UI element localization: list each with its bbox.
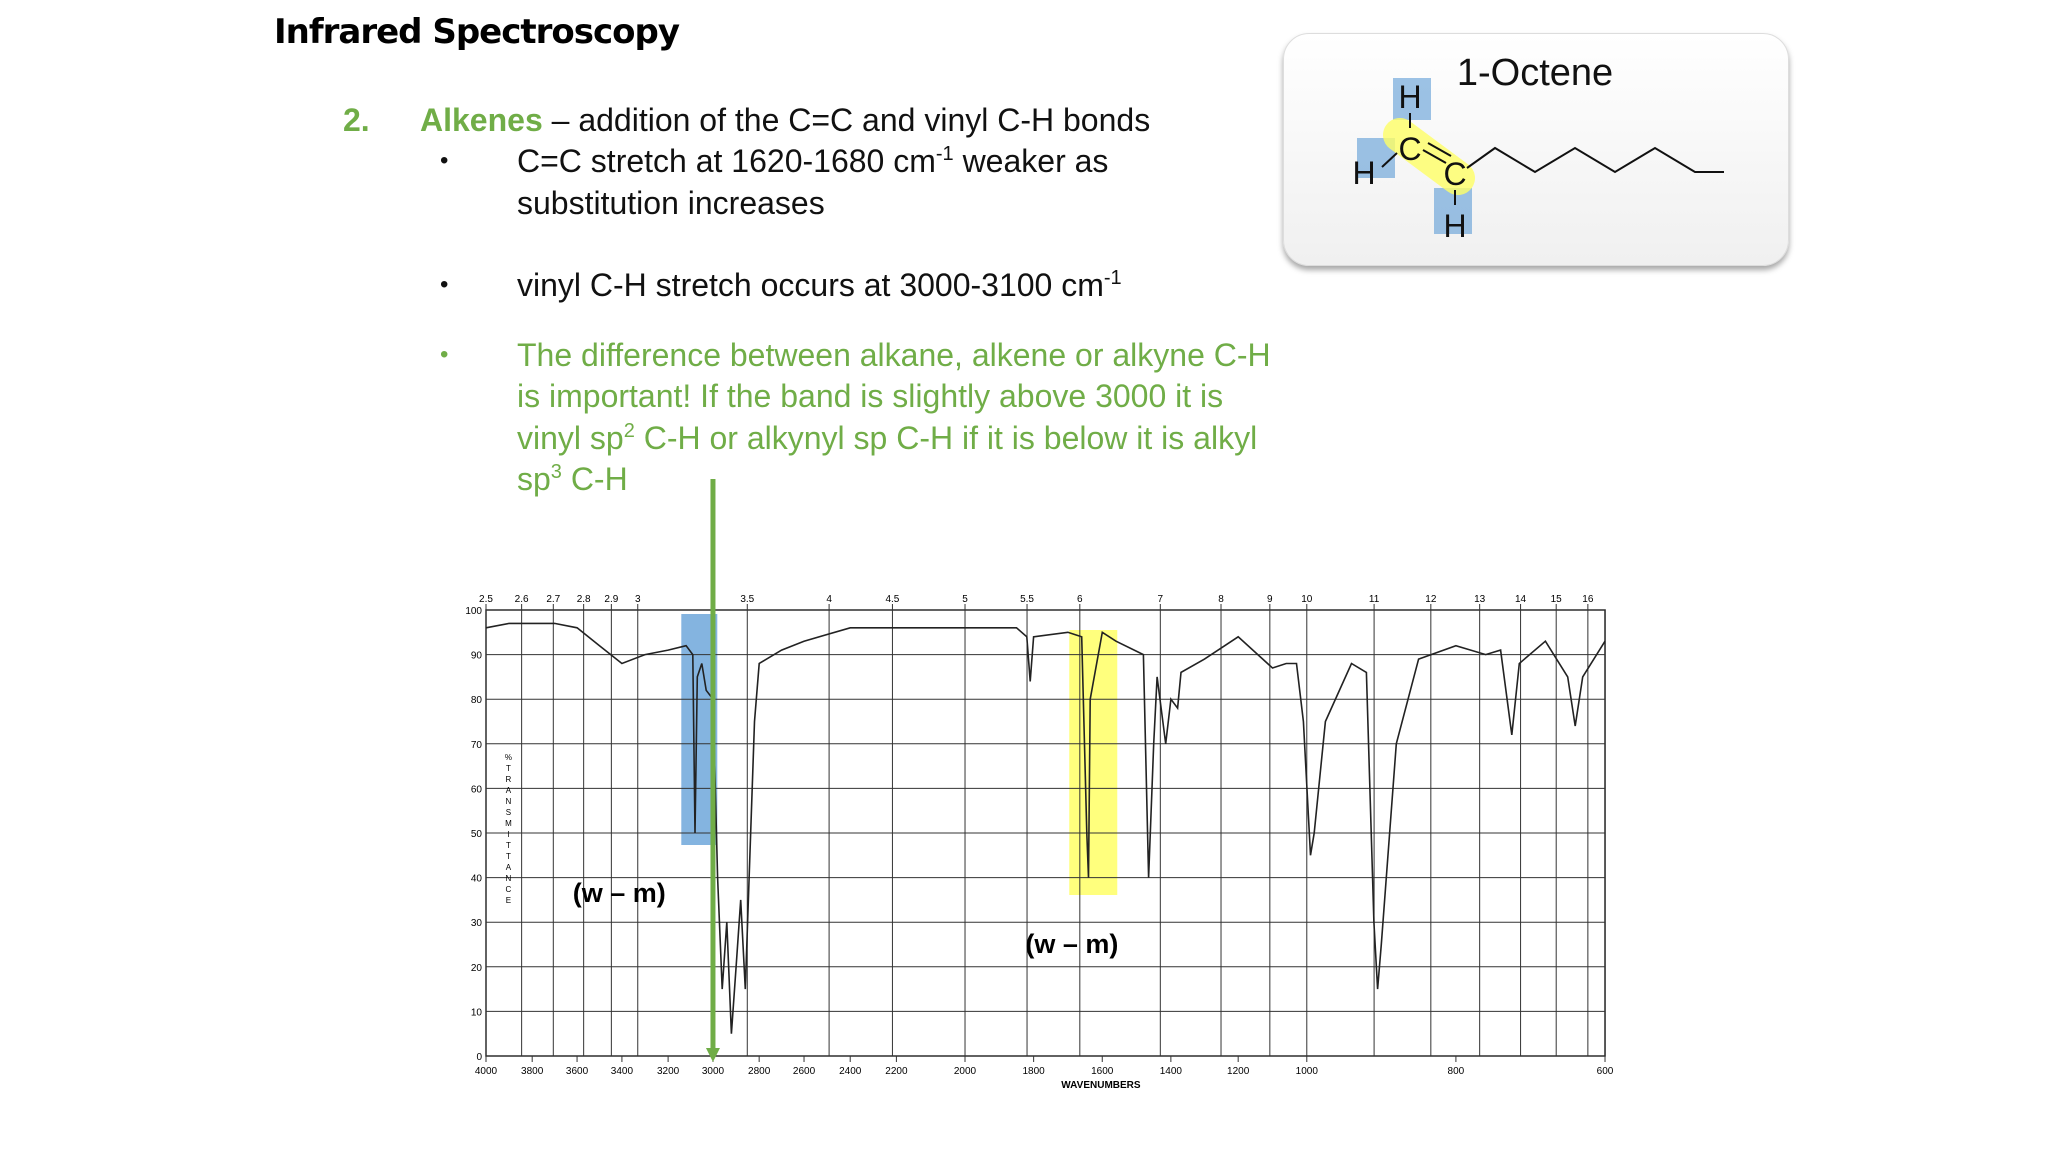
x-tick-label: 3400 — [611, 1066, 634, 1077]
section-heading-line: Alkenes – addition of the C=C and vinyl … — [420, 100, 1150, 140]
superscript: -1 — [935, 143, 954, 165]
bullet-line: substitution increases — [517, 183, 825, 223]
top-tick-label: 12 — [1425, 594, 1437, 605]
top-tick-label: 10 — [1301, 594, 1313, 605]
text: is important! If the band is slightly ab… — [517, 378, 1224, 414]
x-tick-label: 3800 — [521, 1066, 544, 1077]
x-tick-label: 2400 — [839, 1066, 862, 1077]
top-tick-label: 9 — [1267, 594, 1273, 605]
text: C-H or alkynyl sp C-H if it is below it … — [634, 420, 1258, 456]
y-tick-label: 60 — [471, 784, 483, 795]
x-tick-label: 2000 — [954, 1066, 977, 1077]
x-tick-label: 3200 — [657, 1066, 680, 1077]
x-tick-label: 2800 — [748, 1066, 771, 1077]
top-tick-label: 16 — [1582, 594, 1594, 605]
arrow-head — [705, 1048, 720, 1062]
bullet-line: sp3 C-H — [517, 459, 628, 499]
x-tick-label: 2200 — [885, 1066, 908, 1077]
top-tick-label: 11 — [1369, 594, 1380, 605]
y-tick-label: 20 — [471, 963, 483, 974]
superscript: 3 — [550, 461, 562, 483]
top-tick-label: 7 — [1158, 594, 1164, 605]
atom-label: C — [1443, 156, 1466, 192]
text: The difference between alkane, alkene or… — [517, 337, 1271, 373]
text: C-H — [561, 461, 628, 497]
x-tick-label: 1200 — [1227, 1066, 1250, 1077]
section-number: 2. — [343, 102, 370, 138]
text: vinyl sp — [517, 420, 624, 456]
text: weaker as — [953, 143, 1109, 179]
superscript: 2 — [623, 420, 635, 442]
x-tick-label: 3600 — [566, 1066, 589, 1077]
top-tick-label: 4.5 — [885, 594, 899, 605]
top-tick-label: 5 — [962, 594, 968, 605]
top-tick-label: 8 — [1218, 594, 1224, 605]
top-tick-label: 15 — [1551, 594, 1563, 605]
y-tick-label: 70 — [471, 740, 483, 751]
superscript: -1 — [1103, 267, 1122, 289]
bullet-marker: • — [440, 147, 449, 174]
y-tick-label: 0 — [476, 1052, 482, 1063]
bullet-line: vinyl C-H stretch occurs at 3000-3100 cm… — [517, 265, 1122, 305]
text: vinyl C-H stretch occurs at 3000-3100 cm — [517, 267, 1104, 303]
spectrum-line — [485, 622, 1606, 1034]
slide-title: Infrared Spectroscopy — [274, 12, 680, 52]
top-tick-label: 2.9 — [604, 594, 618, 605]
bullet-line: is important! If the band is slightly ab… — [517, 376, 1223, 416]
atom-label: C — [1398, 131, 1421, 167]
x-tick-label: 800 — [1448, 1066, 1465, 1077]
y-tick-label: 40 — [471, 874, 483, 885]
top-tick-label: 3 — [635, 594, 641, 605]
y-tick-label: 10 — [471, 1007, 483, 1018]
text: substitution increases — [517, 185, 825, 221]
bullet-marker: • — [440, 341, 449, 368]
x-tick-label: 1000 — [1296, 1066, 1319, 1077]
top-tick-label: 6 — [1077, 594, 1083, 605]
x-tick-label: 1800 — [1023, 1066, 1046, 1077]
top-tick-label: 3.5 — [740, 594, 754, 605]
top-tick-label: 2.7 — [546, 594, 560, 605]
section-heading: Alkenes — [420, 102, 543, 138]
atom-label: H — [1352, 155, 1375, 191]
y-tick-label: 90 — [471, 651, 483, 662]
x-tick-label: 1600 — [1091, 1066, 1114, 1077]
y-tick-label: 100 — [465, 606, 482, 617]
top-tick-label: 13 — [1474, 594, 1486, 605]
bullet-marker: • — [440, 271, 449, 298]
top-tick-label: 4 — [826, 594, 832, 605]
atom-label: H — [1443, 208, 1466, 244]
section-text: – addition of the C=C and vinyl C-H bond… — [542, 102, 1151, 138]
text: sp — [517, 461, 551, 497]
top-tick-label: 2.5 — [479, 594, 493, 605]
molecule-name: 1-Octene — [1457, 52, 1613, 94]
top-tick-label: 14 — [1515, 594, 1527, 605]
x-tick-label: 600 — [1597, 1066, 1614, 1077]
bullet-line: The difference between alkane, alkene or… — [517, 335, 1271, 375]
annotation: (w – m) — [573, 878, 666, 908]
top-tick-label: 2.6 — [515, 594, 529, 605]
x-tick-label: 3000 — [702, 1066, 725, 1077]
x-tick-label: 4000 — [475, 1066, 498, 1077]
y-tick-label: 30 — [471, 918, 483, 929]
y-tick-label: 50 — [471, 829, 483, 840]
text: C=C stretch at 1620-1680 cm — [517, 143, 936, 179]
y-tick-label: 80 — [471, 695, 483, 706]
bullet-line: vinyl sp2 C-H or alkynyl sp C-H if it is… — [517, 418, 1257, 458]
x-axis-label: WAVENUMBERS — [1061, 1080, 1141, 1091]
x-tick-label: 2600 — [793, 1066, 816, 1077]
y-axis-label: % T R A N S M I T T A N C E — [505, 753, 512, 905]
annotation: (w – m) — [1025, 929, 1118, 959]
top-tick-label: 2.8 — [577, 594, 591, 605]
highlight-yellow — [1069, 630, 1118, 895]
bullet-line: C=C stretch at 1620-1680 cm-1 weaker as — [517, 141, 1108, 181]
x-tick-label: 1400 — [1160, 1066, 1183, 1077]
atom-label: H — [1398, 79, 1421, 115]
top-tick-label: 5.5 — [1020, 594, 1034, 605]
